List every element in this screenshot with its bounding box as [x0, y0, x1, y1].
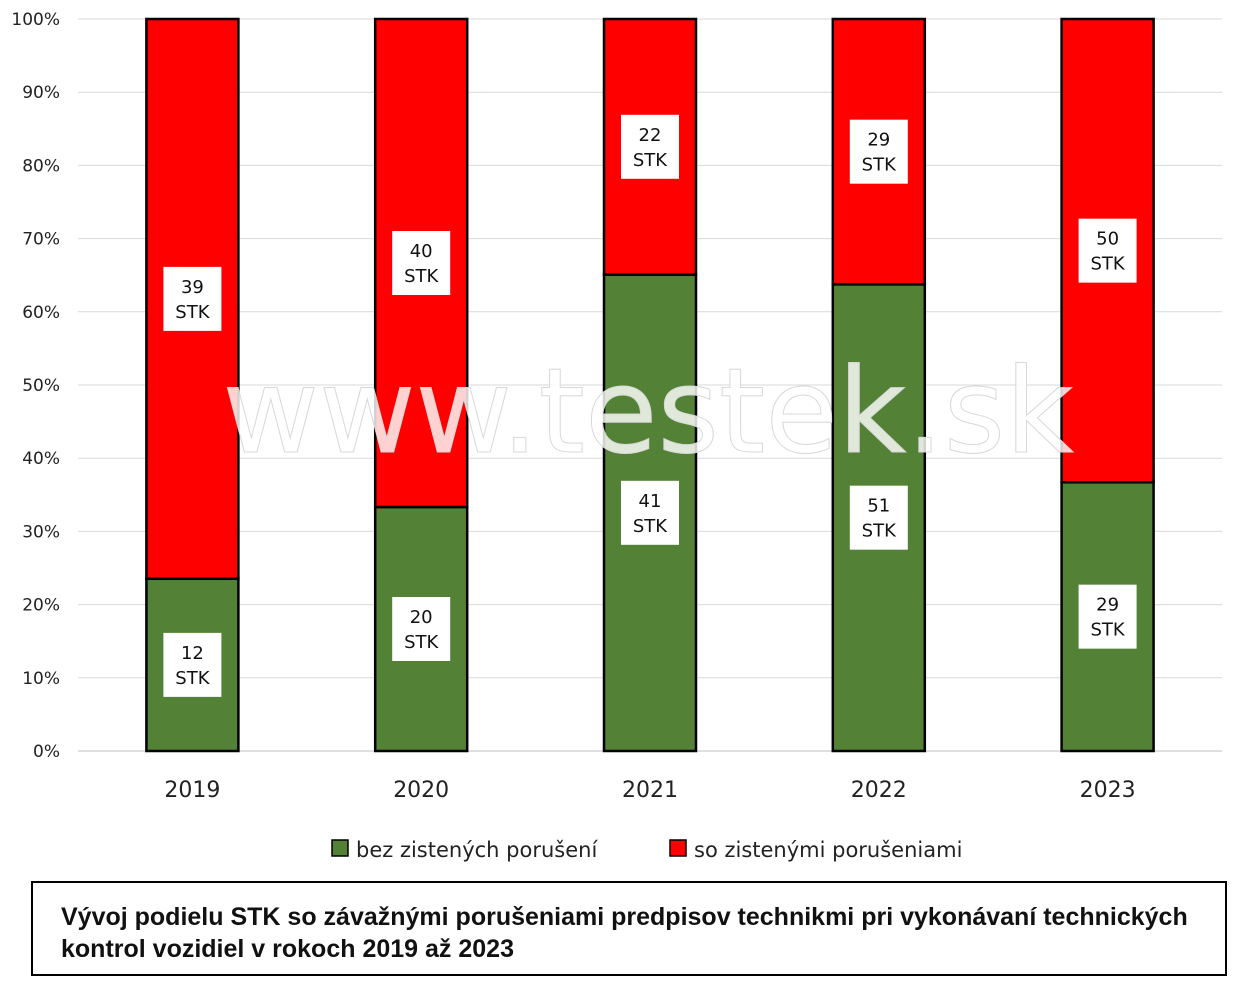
data-label-box	[163, 632, 222, 697]
stacked-bar-chart: 0% 10% 20% 30% 40% 50% 60% 70% 80% 90% 100% 12 STK 3…	[11, 10, 1222, 862]
legend-item: bez zistených porušení	[331, 838, 598, 862]
data-label: 22 STK	[633, 125, 668, 171]
data-label-box	[163, 266, 222, 331]
bars: 12 STK 39 STK 20 STK 40 STK 41 STK 22 STK 51 STK 29 STK…	[145, 17, 1155, 753]
data-label: 39 STK	[175, 277, 210, 323]
x-tick-label: 2019	[164, 778, 220, 803]
data-label-box	[1078, 584, 1137, 649]
y-tick-label: 40%	[22, 449, 60, 469]
data-label: 40 STK	[404, 241, 439, 287]
bar-segment	[602, 17, 698, 276]
y-tick-label: 20%	[22, 596, 60, 616]
x-tick-label: 2021	[622, 778, 678, 803]
y-tick-label: 0%	[33, 742, 60, 762]
data-label: 20 STK	[404, 607, 439, 653]
data-label-box	[1078, 218, 1137, 283]
data-label: 29 STK	[862, 130, 897, 176]
chart-caption: Vývoj podielu STK so závažnými porušenia…	[61, 903, 1188, 963]
legend-swatch	[331, 839, 349, 857]
x-tick-label: 2023	[1080, 778, 1136, 803]
data-label: 41 STK	[633, 491, 668, 537]
watermark: www.testek.sk	[222, 342, 1073, 480]
y-tick-label: 80%	[22, 156, 60, 176]
legend-swatch	[669, 839, 687, 857]
legend-item: so zistenými porušeniami	[669, 838, 962, 862]
x-tick-label: 2020	[393, 778, 449, 803]
data-label-box	[392, 231, 451, 295]
y-tick-label: 70%	[22, 230, 60, 250]
data-label-box	[849, 485, 908, 550]
y-tick-label: 50%	[22, 376, 60, 396]
data-label: 29 STK	[1090, 595, 1125, 641]
y-tick-label: 100%	[11, 10, 60, 30]
data-label-box	[849, 119, 908, 184]
y-tick-label: 10%	[22, 669, 60, 689]
y-tick-label: 90%	[22, 83, 60, 103]
legend: bez zistených porušení so zistenými poruš…	[331, 838, 962, 862]
data-label: 51 STK	[862, 496, 897, 542]
x-tick-label: 2022	[851, 778, 907, 803]
data-label-box	[621, 114, 679, 179]
data-label-box	[392, 597, 451, 661]
data-label: 50 STK	[1090, 229, 1125, 275]
data-label-box	[621, 480, 679, 545]
x-axis-ticks: 2019 2020 2021 2022 2023	[164, 778, 1135, 803]
y-axis-ticks: 0% 10% 20% 30% 40% 50% 60% 70% 80% 90% 100%	[11, 10, 60, 762]
caption-box: Vývoj podielu STK so závažnými porušenia…	[31, 881, 1227, 976]
data-label: 12 STK	[175, 643, 210, 689]
y-tick-label: 30%	[22, 522, 60, 542]
legend-label: so zistenými porušeniami	[694, 838, 962, 862]
legend-label: bez zistených porušení	[356, 838, 598, 862]
y-tick-label: 60%	[22, 303, 60, 323]
